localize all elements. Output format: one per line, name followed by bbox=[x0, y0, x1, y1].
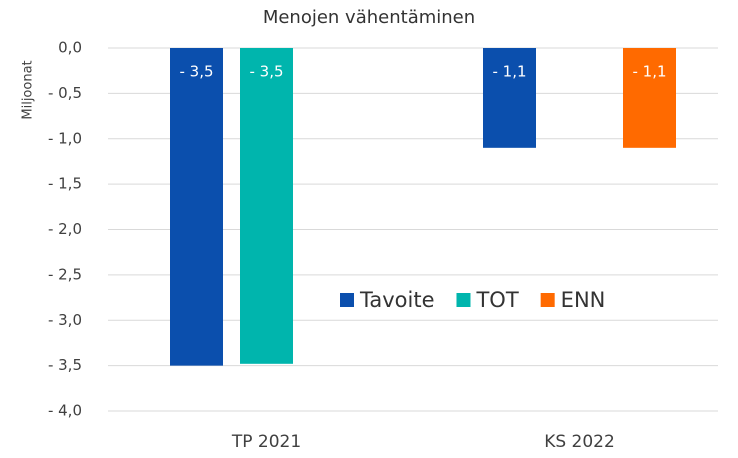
data-label: - 1,1 bbox=[492, 63, 526, 81]
bar bbox=[240, 48, 293, 364]
y-tick-label: - 3,0 bbox=[48, 311, 82, 329]
y-tick-label: - 1,0 bbox=[48, 129, 82, 147]
data-label: - 3,5 bbox=[249, 63, 283, 81]
data-label: - 3,5 bbox=[179, 63, 213, 81]
y-tick-label: - 4,0 bbox=[48, 402, 82, 420]
legend-swatch bbox=[456, 293, 471, 307]
x-tick-label: KS 2022 bbox=[544, 432, 615, 452]
data-label: - 1,1 bbox=[632, 63, 666, 81]
bar bbox=[170, 48, 223, 366]
legend-swatch bbox=[540, 293, 555, 307]
y-tick-label: - 2,5 bbox=[48, 265, 82, 283]
legend-label: Tavoite bbox=[359, 288, 434, 312]
y-tick-label: 0,0 bbox=[58, 39, 82, 57]
y-axis-label: Miljoonat bbox=[21, 60, 36, 119]
y-tick-label: - 2,0 bbox=[48, 220, 82, 238]
x-tick-label: TP 2021 bbox=[231, 432, 301, 452]
y-tick-label: - 0,5 bbox=[48, 84, 82, 102]
bar bbox=[623, 48, 676, 148]
legend-swatch bbox=[340, 293, 354, 307]
chart-title: Menojen vähentäminen bbox=[263, 7, 475, 28]
bar bbox=[483, 48, 536, 148]
y-tick-label: - 1,5 bbox=[48, 175, 82, 193]
legend-label: TOT bbox=[475, 288, 518, 312]
legend-label: ENN bbox=[561, 288, 606, 312]
y-tick-label: - 3,5 bbox=[48, 356, 82, 374]
